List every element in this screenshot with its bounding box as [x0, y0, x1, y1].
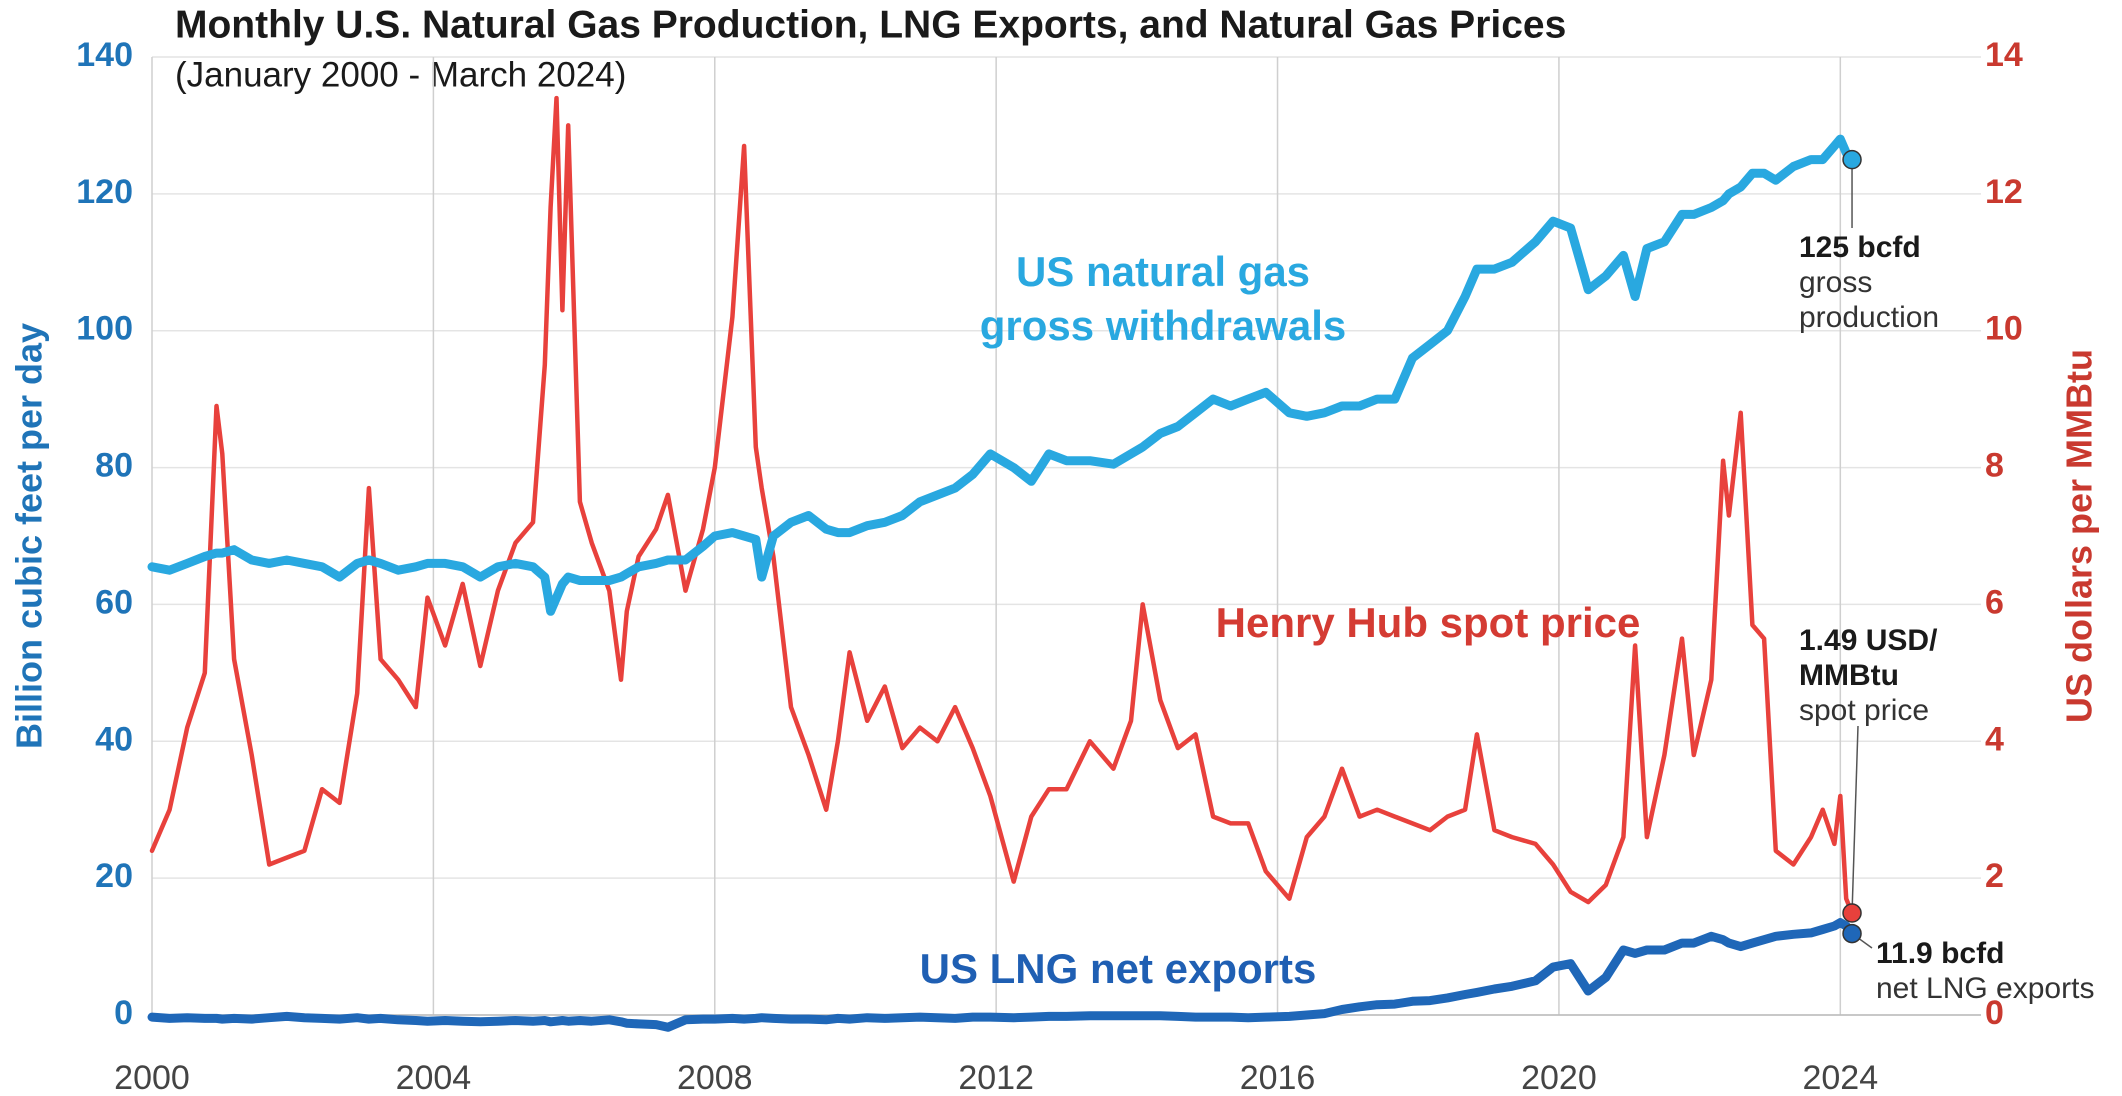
annotation-text: MMBtu [1799, 659, 1899, 692]
x-tick-label: 2024 [1802, 1059, 1878, 1096]
annotation-text: net LNG exports [1876, 972, 2094, 1005]
series-line [147, 134, 1857, 616]
y-tick-label: 100 [76, 310, 133, 348]
y2-tick-label: 4 [1985, 720, 2004, 758]
y2-tick-label: 2 [1985, 857, 2004, 895]
series-label: US natural gas gross withdrawals [980, 248, 1346, 349]
annotation-title: 1.49 USD/ [1799, 624, 1938, 657]
annotation-text: gross [1799, 266, 1872, 299]
end-point [1842, 923, 1862, 944]
x-tick-label: 2020 [1521, 1059, 1597, 1096]
y2-tick-label: 6 [1985, 583, 2004, 621]
series-line [147, 918, 1857, 1032]
annotation-title: 125 bcfd [1799, 231, 1921, 264]
y-tick-label: 0 [114, 994, 133, 1032]
chart-title: Monthly U.S. Natural Gas Production, LNG… [175, 3, 1566, 46]
chart-subtitle: (January 2000 - March 2024) [175, 55, 626, 94]
y-tick-label: 40 [95, 720, 133, 758]
annotation-text: production [1799, 301, 1939, 334]
x-tick-label: 2012 [958, 1059, 1034, 1096]
y2-tick-label: 12 [1985, 173, 2023, 211]
y2-tick-label: 0 [1985, 994, 2004, 1032]
y-tick-label: 60 [95, 583, 133, 621]
x-tick-label: 2016 [1240, 1059, 1316, 1096]
end-point [1842, 903, 1862, 923]
y-tick-label: 20 [95, 857, 133, 895]
series-label: US LNG net exports [920, 945, 1317, 992]
leader-line [1851, 725, 1859, 914]
x-tick-label: 2004 [396, 1059, 472, 1096]
x-tick-label: 2000 [114, 1059, 190, 1096]
series-line [149, 95, 1855, 916]
y-tick-label: 80 [95, 447, 133, 485]
series-label-line: gross withdrawals [980, 302, 1346, 349]
x-tick-label: 2008 [677, 1059, 753, 1096]
y2-tick-label: 8 [1985, 447, 2004, 485]
y2-axis-label: US dollars per MMBtu [2059, 349, 2100, 723]
y-tick-label: 140 [76, 36, 133, 74]
series-label-line: US natural gas [1016, 248, 1310, 295]
y-axis-label: Billion cubic feet per day [9, 323, 50, 749]
y2-tick-label: 10 [1985, 310, 2023, 348]
y2-tick-label: 14 [1985, 36, 2023, 74]
annotation-text: spot price [1799, 694, 1929, 727]
end-point [1842, 149, 1862, 170]
series-label: Henry Hub spot price [1216, 599, 1641, 646]
annotation-title: 11.9 bcfd [1876, 937, 2004, 970]
y-tick-label: 120 [76, 173, 133, 211]
